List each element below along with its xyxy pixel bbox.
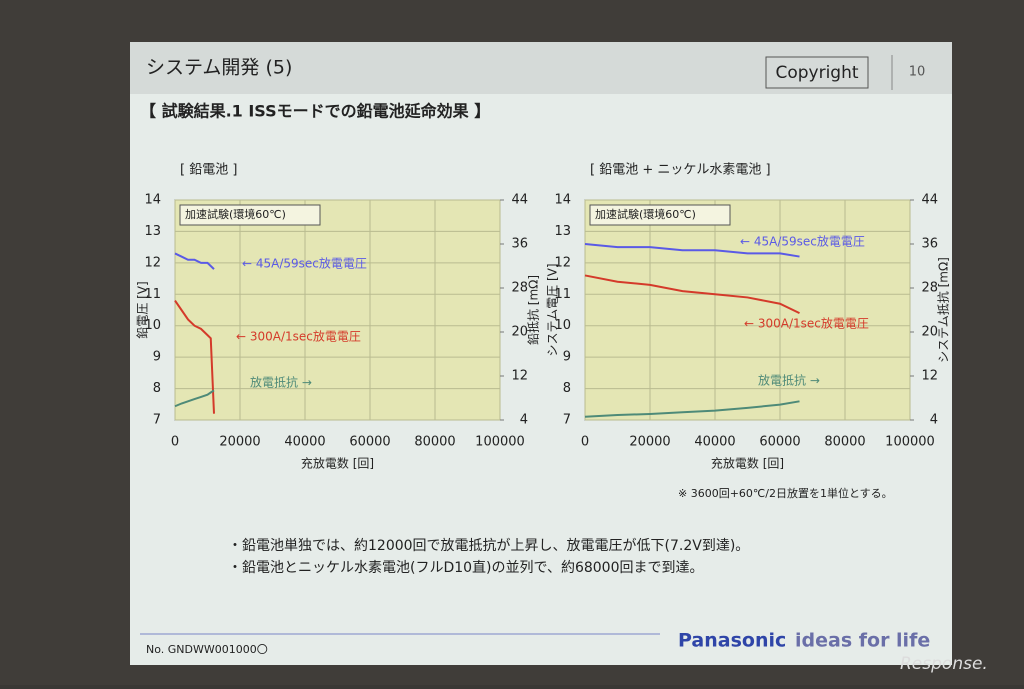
x-tick-label: 80000 [824,435,865,450]
x-tick-label: 100000 [475,435,525,450]
y2-axis-label: 鉛抵抗 [mΩ] [526,275,541,345]
series-label: ← 300A/1sec放電電圧 [236,329,361,344]
y-tick-label: 11 [554,287,571,302]
series-line [584,400,800,418]
y-tick-label: 9 [153,350,161,365]
series-label: ← 300A/1sec放電電圧 [744,316,869,331]
series-label: ← 45A/59sec放電電圧 [242,256,367,271]
watermark: Response. [900,654,988,674]
series-line [174,252,215,270]
y-tick-label: 10 [554,318,571,333]
note: ※ 3600回+60℃/2日放置を1単位とする。 [678,486,893,500]
y2-tick-label: 12 [921,369,938,384]
x-tick-label: 40000 [694,435,735,450]
x-tick-label: 60000 [759,435,800,450]
x-tick-label: 0 [171,435,179,450]
plot-area [584,199,911,421]
chart-title: [ 鉛電池 ] [180,163,237,178]
y2-tick-label: 12 [511,369,528,384]
annotation-box [179,204,321,226]
chart-title: [ 鉛電池 + ニッケル水素電池 ] [590,163,771,178]
brand: Panasonic [678,630,786,652]
y-tick-label: 10 [144,318,161,333]
annotation: 加速試験(環境60℃) [185,207,286,221]
title-bar [130,42,952,94]
bullet: ・鉛電池単独では、約12000回で放電抵抗が上昇し、放電電圧が低下(7.2V到達… [228,538,749,554]
x-axis-label: 充放電数 [回] [301,456,374,471]
x-tick-label: 80000 [414,435,455,450]
y-tick-label: 12 [554,255,571,270]
y2-tick-label: 36 [921,237,938,252]
slogan: ideas for life [795,630,930,652]
y-tick-label: 8 [153,381,161,396]
page-number: 10 [909,65,926,80]
x-axis-label: 充放電数 [回] [711,456,784,471]
y-tick-label: 14 [554,193,571,208]
x-tick-label: 100000 [885,435,935,450]
y2-tick-label: 4 [520,413,528,428]
series-line [584,274,800,315]
slide-title: システム開発 (5) [146,57,292,79]
y-tick-label: 12 [144,255,161,270]
y2-tick-label: 20 [921,325,938,340]
y2-axis-label: システム抵抗 [mΩ] [936,257,951,363]
y-tick-label: 13 [554,224,571,239]
y2-tick-label: 28 [511,281,528,296]
y-axis-label: 鉛電圧 [V] [136,281,150,338]
x-tick-label: 0 [581,435,589,450]
subtitle: 【 試験結果.1 ISSモードでの鉛電池延命効果 】 [140,102,490,121]
y-tick-label: 8 [563,381,571,396]
y-tick-label: 11 [144,287,161,302]
x-tick-label: 20000 [629,435,670,450]
annotation: 加速試験(環境60℃) [595,207,696,221]
y-tick-label: 7 [563,413,571,428]
y-axis-label: システム電圧 [V] [546,263,560,356]
y-tick-label: 13 [144,224,161,239]
y2-tick-label: 20 [511,325,528,340]
series-line [584,243,800,258]
bullet: ・鉛電池とニッケル水素電池(フルD10直)の並列で、約68000回まで到達。 [228,559,704,576]
doc-number: No. GNDWW001000〇 [146,643,268,656]
series-label: 放電抵抗 → [758,373,820,388]
series-line [174,389,215,408]
x-tick-label: 60000 [349,435,390,450]
series-label: ← 45A/59sec放電電圧 [740,234,865,249]
series-label: 放電抵抗 → [250,375,312,390]
y-tick-label: 7 [153,413,161,428]
plot-area [174,199,501,421]
series-line [174,300,215,414]
x-tick-label: 40000 [284,435,325,450]
y2-tick-label: 44 [921,193,938,208]
y2-tick-label: 4 [930,413,938,428]
y-tick-label: 14 [144,193,161,208]
copyright: Copyright [775,63,858,83]
x-tick-label: 20000 [219,435,260,450]
y2-tick-label: 36 [511,237,528,252]
y-tick-label: 9 [563,350,571,365]
y2-tick-label: 44 [511,193,528,208]
copyright-box [765,56,869,89]
annotation-box [589,204,731,226]
y2-tick-label: 28 [921,281,938,296]
